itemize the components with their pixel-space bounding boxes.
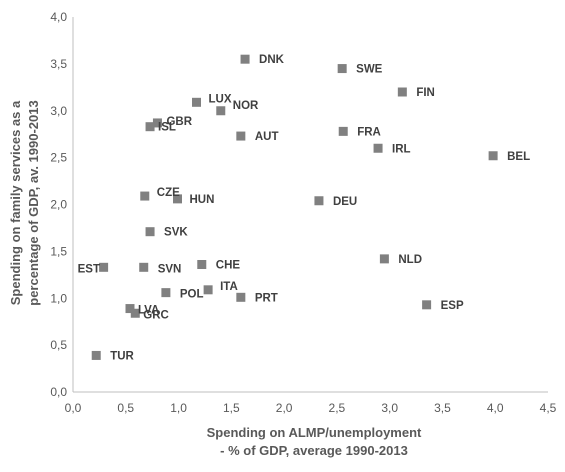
data-point-hun	[173, 194, 182, 204]
data-point-est	[99, 262, 109, 272]
data-point-bel	[488, 151, 498, 161]
point-label-isl: ISL	[158, 122, 176, 134]
point-label-esp: ESP	[441, 300, 464, 312]
point-label-pol: POL	[180, 289, 204, 301]
data-point-lux	[192, 97, 201, 107]
x-tick-label: 3,5	[434, 401, 451, 415]
x-axis-title-line-2: - % of GDP, average 1990-2013	[220, 443, 408, 458]
x-tick-label: 2,0	[276, 401, 293, 415]
y-tick-label: 3,5	[50, 57, 67, 71]
data-point-swe	[337, 64, 347, 74]
point-label-irl: IRL	[392, 143, 411, 155]
point-label-ita: ITA	[220, 281, 238, 293]
point-label-swe: SWE	[356, 64, 383, 76]
point-label-svk: SVK	[164, 227, 188, 239]
point-label-fra: FRA	[357, 126, 381, 138]
data-point-svn	[139, 262, 149, 272]
axes	[72, 17, 548, 393]
y-tick-label: 1,5	[50, 244, 67, 258]
data-point-lva	[125, 304, 135, 314]
data-point-ita	[203, 285, 213, 295]
y-tick-label: 3,0	[50, 104, 67, 118]
data-point-nld	[379, 254, 389, 264]
point-label-lva: LVA	[138, 305, 159, 317]
data-point-irl	[373, 143, 383, 153]
data-point-prt	[236, 292, 246, 302]
tick-labels: 0,0 0,5 1,0 1,5 2,0 2,5 3,0 3,5 4,0 4,5 0,0 0,5 1,0 1…	[50, 10, 556, 415]
x-tick-label: 1,0	[170, 401, 187, 415]
data-points	[91, 54, 498, 360]
data-point-fin	[397, 87, 407, 97]
point-label-est: EST	[78, 263, 100, 275]
y-tick-label: 2,0	[50, 198, 67, 212]
point-label-bel: BEL	[507, 151, 530, 163]
data-point-nor	[216, 106, 226, 116]
point-label-deu: DEU	[333, 196, 357, 208]
y-tick-label: 4,0	[50, 10, 67, 24]
axis-titles: Spending on ALMP/unemployment - % of GDP…	[8, 100, 422, 458]
x-tick-label: 2,5	[329, 401, 346, 415]
point-label-nld: NLD	[398, 254, 422, 266]
data-point-tur	[91, 350, 101, 360]
data-point-svk	[145, 227, 155, 237]
data-point-isl	[145, 122, 155, 132]
data-point-dnk	[240, 54, 250, 64]
y-axis-title-line-1: Spending on family services as a	[8, 100, 23, 305]
y-tick-label: 2,5	[50, 151, 67, 165]
data-point-esp	[422, 300, 432, 310]
point-label-hun: HUN	[190, 194, 215, 206]
data-point-cze	[140, 191, 150, 201]
y-tick-label: 0,5	[50, 338, 67, 352]
x-tick-label: 0,5	[117, 401, 134, 415]
x-tick-label: 1,5	[223, 401, 240, 415]
point-label-prt: PRT	[255, 292, 278, 304]
data-point-deu	[314, 196, 324, 206]
x-axis-title-line-1: Spending on ALMP/unemployment	[207, 425, 422, 440]
point-label-aut: AUT	[255, 131, 279, 143]
x-tick-label: 4,5	[540, 401, 557, 415]
data-point-aut	[236, 131, 246, 141]
data-point-grc	[130, 308, 140, 318]
y-tick-label: 0,0	[50, 385, 67, 399]
y-tick-label: 1,0	[50, 291, 67, 305]
point-label-nor: NOR	[233, 100, 259, 112]
point-label-fin: FIN	[416, 87, 435, 99]
x-tick-label: 4,0	[487, 401, 504, 415]
point-label-gbr: GBR	[166, 116, 192, 128]
x-tick-label: 0,0	[65, 401, 82, 415]
data-point-che	[197, 260, 207, 269]
point-label-grc: GRC	[143, 309, 169, 321]
x-tick-label: 3,0	[381, 401, 398, 415]
point-label-lux: LUX	[209, 93, 232, 105]
data-point-gbr	[152, 118, 162, 128]
point-label-che: CHE	[216, 260, 241, 272]
data-point-fra	[338, 126, 348, 136]
point-label-svn: SVN	[158, 263, 182, 275]
y-axis-title-line-2: percentage of GDP, av. 1990-2013	[26, 100, 41, 305]
point-label-dnk: DNK	[259, 54, 285, 66]
data-point-pol	[161, 288, 171, 298]
point-label-cze: CZE	[157, 187, 180, 199]
point-label-tur: TUR	[110, 350, 134, 362]
